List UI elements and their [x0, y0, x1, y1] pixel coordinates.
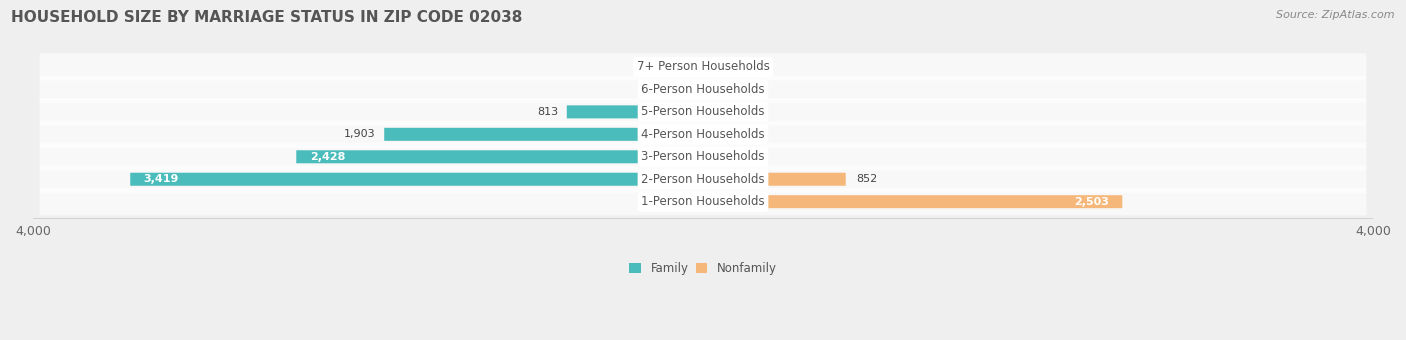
- FancyBboxPatch shape: [703, 128, 728, 141]
- FancyBboxPatch shape: [703, 173, 846, 186]
- FancyBboxPatch shape: [703, 150, 728, 163]
- Text: 23: 23: [717, 152, 731, 162]
- Text: 55: 55: [672, 62, 685, 72]
- FancyBboxPatch shape: [39, 121, 1367, 148]
- FancyBboxPatch shape: [703, 83, 728, 96]
- FancyBboxPatch shape: [297, 150, 703, 163]
- FancyBboxPatch shape: [131, 173, 703, 186]
- FancyBboxPatch shape: [384, 128, 703, 141]
- Text: 0: 0: [738, 62, 745, 72]
- Text: 0: 0: [738, 84, 745, 95]
- Text: 3,419: 3,419: [143, 174, 179, 184]
- Legend: Family, Nonfamily: Family, Nonfamily: [630, 262, 776, 275]
- FancyBboxPatch shape: [703, 195, 1122, 208]
- FancyBboxPatch shape: [39, 76, 1367, 103]
- Text: Source: ZipAtlas.com: Source: ZipAtlas.com: [1277, 10, 1395, 20]
- FancyBboxPatch shape: [39, 143, 1367, 170]
- Text: 2,428: 2,428: [309, 152, 344, 162]
- FancyBboxPatch shape: [567, 105, 703, 118]
- Text: 7+ Person Households: 7+ Person Households: [637, 61, 769, 73]
- Text: 2,503: 2,503: [1074, 197, 1109, 207]
- FancyBboxPatch shape: [703, 105, 728, 118]
- FancyBboxPatch shape: [681, 83, 703, 96]
- FancyBboxPatch shape: [39, 188, 1367, 215]
- Text: 135: 135: [651, 84, 672, 95]
- Text: 1,903: 1,903: [344, 129, 375, 139]
- FancyBboxPatch shape: [39, 166, 1367, 193]
- Text: 0: 0: [738, 129, 745, 139]
- FancyBboxPatch shape: [39, 98, 1367, 125]
- FancyBboxPatch shape: [703, 61, 728, 73]
- FancyBboxPatch shape: [39, 53, 1367, 81]
- Text: 5-Person Households: 5-Person Households: [641, 105, 765, 118]
- Text: 2-Person Households: 2-Person Households: [641, 173, 765, 186]
- Text: 0: 0: [738, 107, 745, 117]
- Text: 1-Person Households: 1-Person Households: [641, 195, 765, 208]
- Text: 813: 813: [537, 107, 558, 117]
- Text: 6-Person Households: 6-Person Households: [641, 83, 765, 96]
- Text: HOUSEHOLD SIZE BY MARRIAGE STATUS IN ZIP CODE 02038: HOUSEHOLD SIZE BY MARRIAGE STATUS IN ZIP…: [11, 10, 523, 25]
- Text: 3-Person Households: 3-Person Households: [641, 150, 765, 163]
- Text: 852: 852: [856, 174, 877, 184]
- FancyBboxPatch shape: [693, 61, 703, 73]
- Text: 4-Person Households: 4-Person Households: [641, 128, 765, 141]
